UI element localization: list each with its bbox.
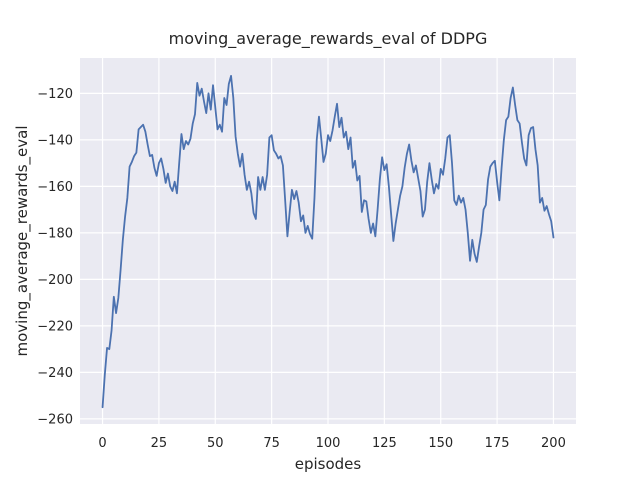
chart-title: moving_average_rewards_eval of DDPG [168, 29, 488, 48]
x-tick-label: 50 [207, 436, 224, 451]
y-tick-label: −260 [37, 412, 73, 427]
x-tick-label: 200 [541, 436, 566, 451]
x-tick-label: 100 [316, 436, 341, 451]
x-tick-label: 175 [485, 436, 510, 451]
y-tick-label: −180 [37, 226, 73, 241]
x-tick-label: 0 [98, 436, 106, 451]
y-tick-label: −160 [37, 180, 73, 195]
y-tick-label: −120 [37, 87, 73, 102]
x-axis-label: episodes [294, 455, 362, 473]
y-tick-label: −240 [37, 366, 73, 381]
y-tick-label: −140 [37, 133, 73, 148]
y-tick-label: −220 [37, 319, 73, 334]
x-tick-label: 25 [151, 436, 168, 451]
data-line-series [101, 75, 555, 409]
x-tick-label: 150 [428, 436, 453, 451]
y-axis-label: moving_average_rewards_eval [13, 125, 31, 357]
x-tick-label: 75 [263, 436, 280, 451]
y-tick-label: −200 [37, 273, 73, 288]
x-tick-label: 125 [372, 436, 397, 451]
